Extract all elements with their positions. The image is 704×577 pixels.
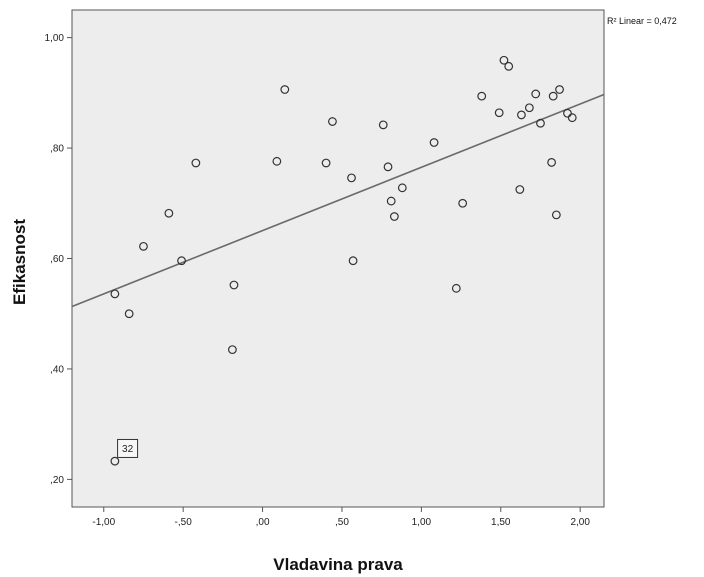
plot-area: [71, 9, 605, 508]
data-point: [383, 162, 393, 172]
y-axis: ,20 ,40 ,60 ,80 1,00: [45, 33, 72, 486]
annotations: 32: [117, 438, 139, 458]
x-tick-label: -,50: [175, 517, 193, 528]
fit-line: [71, 93, 605, 308]
annotation-label: 32: [122, 444, 134, 455]
data-point: [397, 183, 407, 193]
x-tick-label: 2,00: [570, 517, 590, 528]
data-point: [515, 185, 525, 194]
data-point: [280, 85, 290, 94]
data-point: [504, 61, 514, 71]
data-point: [110, 289, 120, 299]
x-axis-title: Vladavina prava: [273, 555, 403, 574]
data-point: [567, 113, 577, 123]
data-point: [477, 91, 487, 101]
data-point: [524, 103, 534, 113]
data-point: [494, 108, 504, 118]
x-tick-label: ,00: [256, 517, 270, 528]
data-point: [531, 89, 541, 99]
data-point: [229, 280, 239, 290]
x-axis: -1,00 -,50 ,00 ,50 1,00 1,50 2,00: [92, 507, 590, 528]
data-point: [451, 283, 461, 293]
data-point: [536, 118, 545, 128]
data-point: [124, 309, 134, 319]
x-tick-label: -1,00: [92, 517, 115, 528]
data-point: [347, 173, 356, 183]
data-point: [177, 256, 186, 266]
y-tick-label: ,60: [50, 254, 64, 265]
data-point: [551, 210, 561, 220]
data-point: [517, 110, 526, 120]
fit-line-group: [71, 93, 605, 308]
data-points: [110, 55, 577, 466]
x-tick-label: 1,00: [412, 517, 432, 528]
x-tick-label: 1,50: [491, 517, 511, 528]
data-point: [321, 158, 331, 168]
y-tick-label: 1,00: [45, 33, 65, 44]
data-point: [555, 85, 564, 94]
data-point: [548, 91, 558, 101]
data-point: [348, 256, 358, 266]
data-point: [110, 456, 120, 466]
data-point: [386, 196, 396, 206]
data-point: [458, 198, 468, 208]
data-point: [227, 345, 237, 355]
data-point: [499, 55, 509, 65]
data-point: [328, 117, 337, 126]
data-point: [272, 156, 282, 166]
y-tick-label: ,20: [50, 475, 64, 486]
y-tick-label: ,80: [50, 144, 64, 155]
y-tick-label: ,40: [50, 364, 64, 375]
data-point: [547, 158, 556, 167]
data-point: [164, 208, 174, 218]
y-axis-title: Efikasnost: [10, 219, 29, 305]
data-point: [389, 212, 399, 221]
data-point: [139, 241, 148, 251]
fit-line-label: R² Linear = 0,472: [607, 16, 677, 26]
data-point: [429, 138, 439, 147]
x-tick-label: ,50: [335, 517, 349, 528]
data-point: [378, 120, 388, 130]
annotation-box: [117, 438, 139, 458]
data-point: [191, 158, 201, 168]
data-point: [563, 108, 572, 118]
